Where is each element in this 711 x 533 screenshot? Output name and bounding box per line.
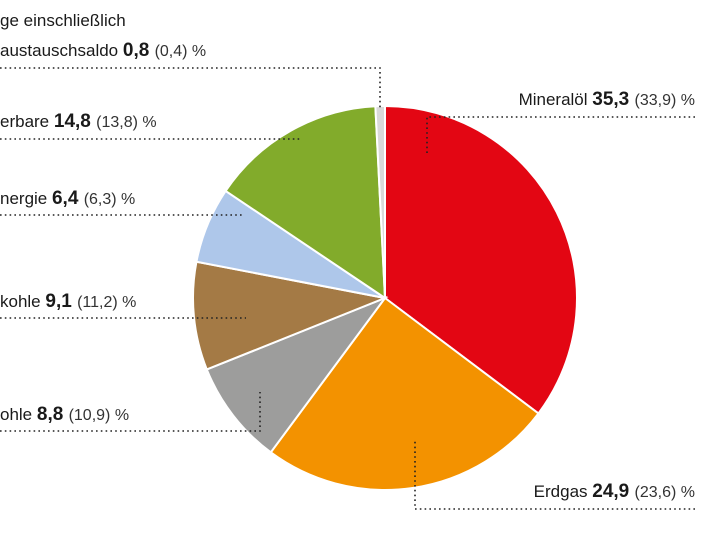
leader-line-1 [414, 440, 695, 510]
slice-label-4: nergie 6,4 (6,3) % [0, 188, 135, 209]
slice-name-0: Mineralöl [519, 90, 593, 109]
slice-value-6: 0,8 [123, 40, 155, 61]
slice-label-line1-6: ge einschließlich [0, 11, 126, 30]
pie-slice-1 [269, 296, 540, 491]
slice-label-1: Erdgas 24,9 (23,6) % [534, 481, 695, 502]
slice-prev-3: (11,2) % [77, 294, 136, 311]
pie-slice-3 [192, 260, 389, 371]
slice-name-4: nergie [0, 189, 52, 208]
slice-prev-1: (23,6) % [635, 484, 695, 501]
slice-value-1: 24,9 [592, 481, 634, 502]
slice-name-5: erbare [0, 112, 54, 131]
slice-value-3: 9,1 [45, 291, 77, 312]
pie-slices [192, 104, 578, 491]
slice-prev-0: (33,9) % [635, 92, 695, 109]
slice-value-2: 8,8 [37, 404, 69, 425]
leader-lines [0, 67, 695, 510]
leader-line-2 [0, 392, 261, 432]
slice-value-4: 6,4 [52, 188, 84, 209]
slice-prev-2: (10,9) % [69, 407, 129, 424]
pie-slice-0 [384, 104, 578, 415]
slice-labels: Mineralöl 35,3 (33,9) % Erdgas 24,9 (23,6… [0, 11, 695, 502]
pie-slice-2 [205, 295, 388, 454]
slice-label-5: erbare 14,8 (13,8) % [0, 111, 157, 132]
leader-line-0 [426, 116, 695, 155]
slice-label-3: kohle 9,1 (11,2) % [0, 291, 136, 312]
slice-prev-4: (6,3) % [84, 191, 136, 208]
slice-label-0: Mineralöl 35,3 (33,9) % [519, 89, 695, 110]
slice-name-1: Erdgas [534, 482, 593, 501]
slice-label-2: ohle 8,8 (10,9) % [0, 404, 129, 425]
pie-slice-5 [224, 105, 387, 300]
slice-prev-6: (0,4) % [155, 43, 207, 60]
slice-name-6: austauschsaldo [0, 41, 123, 60]
slice-label-6: austauschsaldo 0,8 (0,4) % [0, 40, 206, 61]
slice-value-0: 35,3 [592, 89, 634, 110]
leader-line-6 [0, 67, 381, 110]
slice-prev-5: (13,8) % [96, 114, 156, 131]
slice-name-2: ohle [0, 405, 37, 424]
slice-name-3: kohle [0, 292, 45, 311]
slice-value-5: 14,8 [54, 111, 96, 132]
